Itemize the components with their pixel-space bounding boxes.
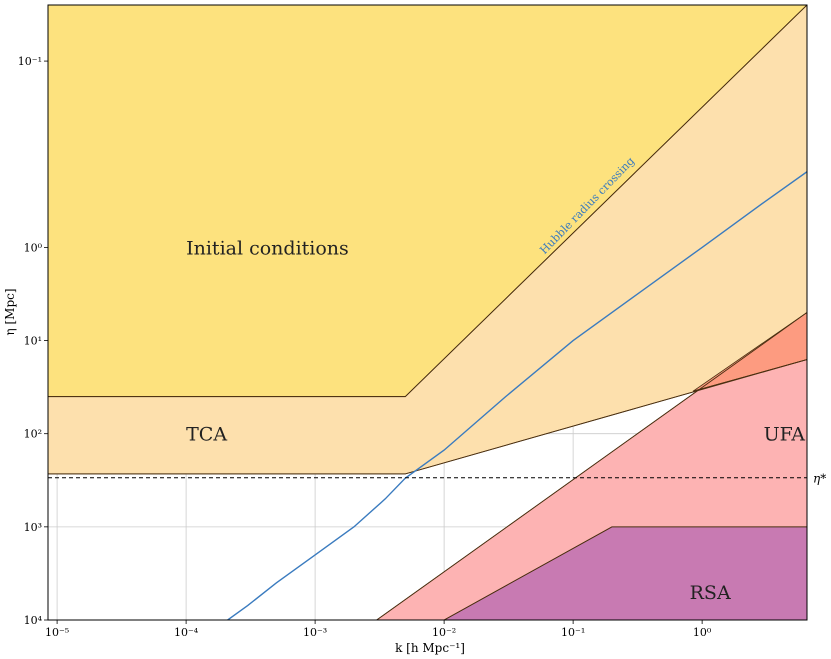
regions bbox=[48, 5, 807, 620]
y-tick-label: 10⁰ bbox=[24, 241, 43, 254]
ufa-overlap-boundary bbox=[692, 359, 807, 392]
x-tick-label: 10⁻⁵ bbox=[45, 626, 69, 639]
annotations: η* bbox=[48, 472, 826, 486]
x-tick-label: 10⁻³ bbox=[303, 626, 327, 639]
x-tick-label: 10⁻¹ bbox=[561, 626, 585, 639]
y-tick-label: 10³ bbox=[24, 521, 42, 534]
rsa-boundary bbox=[443, 526, 807, 620]
x-tick-label: 10⁻² bbox=[432, 626, 456, 639]
y-tick-label: 10⁻¹ bbox=[18, 55, 42, 68]
region-label-initial-conditions: Initial conditions bbox=[186, 237, 349, 259]
series bbox=[227, 171, 807, 620]
y-tick-label: 10² bbox=[24, 428, 42, 441]
plot-frame bbox=[47, 4, 808, 621]
region-label-rsa: RSA bbox=[690, 582, 731, 604]
x-axis-title: k [h Mpc⁻¹] bbox=[395, 641, 465, 655]
tca-boundary bbox=[48, 359, 807, 475]
ticks: 10⁻⁵ 10⁻⁴ 10⁻³ 10⁻² 10⁻¹ 10⁰ 10⁻¹ 10⁰ 10¹ 10² 10³ 1… bbox=[18, 55, 712, 639]
y-axis-title: η [Mpc] bbox=[3, 288, 17, 335]
region-boundaries bbox=[48, 5, 807, 620]
region-label-ufa: UFA bbox=[764, 424, 806, 446]
x-tick-label: 10⁰ bbox=[693, 626, 712, 639]
series-line-hubble-radius-crossing bbox=[227, 171, 807, 620]
y-tick-label: 10¹ bbox=[24, 335, 42, 348]
x-tick-label: 10⁻⁴ bbox=[174, 626, 199, 639]
y-tick-label: 10⁴ bbox=[24, 614, 43, 627]
region-label-tca: TCA bbox=[186, 424, 227, 446]
ufa-boundary bbox=[376, 312, 807, 620]
eta-star-label: η* bbox=[813, 472, 826, 486]
initial-conditions-boundary bbox=[48, 5, 807, 398]
